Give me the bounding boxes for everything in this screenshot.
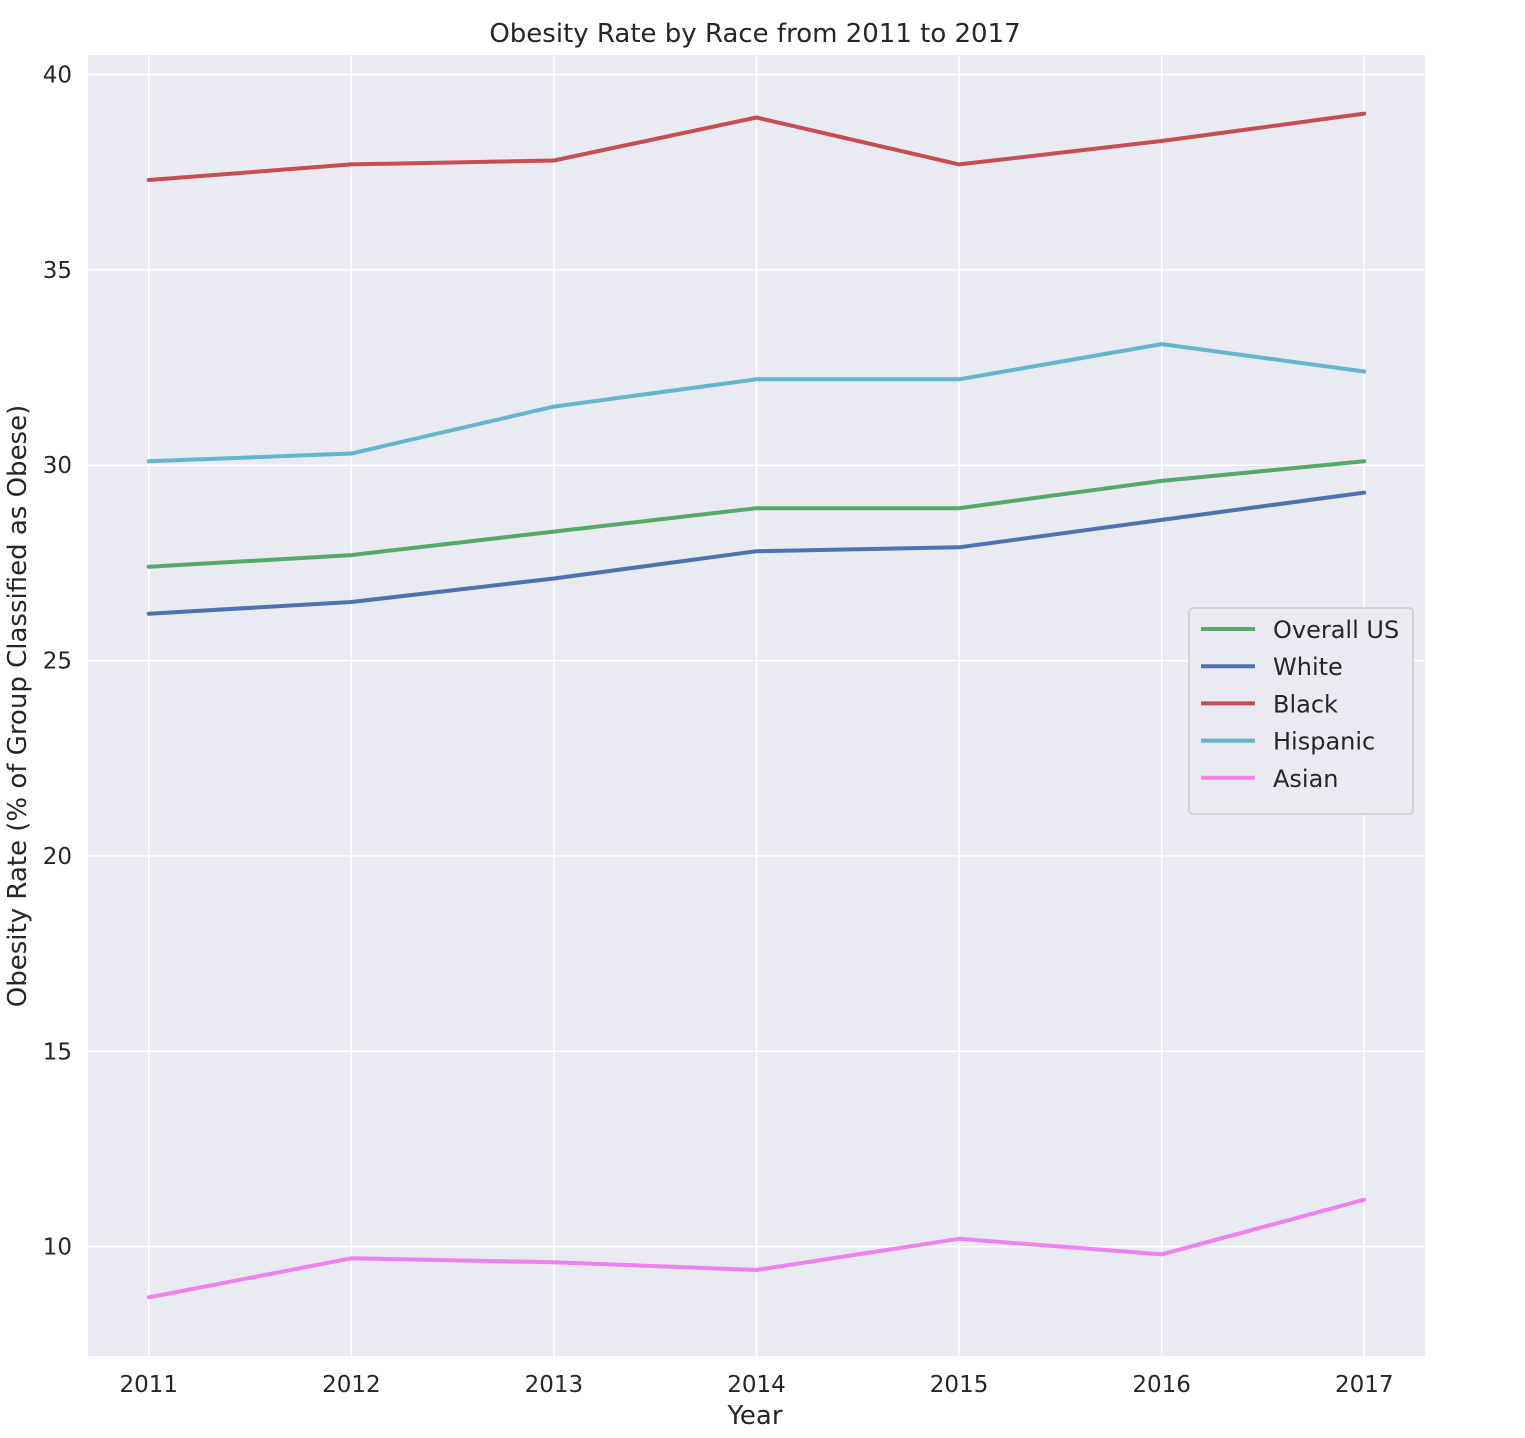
- legend-box: [1188, 607, 1414, 815]
- y-tick-label: 35: [43, 258, 72, 284]
- y-tick-label: 20: [43, 844, 72, 870]
- y-axis-title: Obesity Rate (% of Group Classified as O…: [3, 405, 33, 1007]
- series-line-black: [146, 111, 1367, 182]
- legend-label: White: [1273, 653, 1343, 681]
- y-tick-label: 30: [43, 453, 72, 479]
- legend-label: Asian: [1273, 765, 1339, 793]
- x-tick-label: 2011: [119, 1372, 178, 1398]
- x-tick-labels: 2011 2012 2013 2014 2015 2016 2017: [119, 1372, 1393, 1398]
- x-tick-label: 2015: [930, 1372, 989, 1398]
- x-tick-label: 2016: [1132, 1372, 1191, 1398]
- series-lines: [146, 111, 1367, 1300]
- y-tick-label: 40: [43, 63, 72, 89]
- x-tick-label: 2014: [727, 1372, 786, 1398]
- x-tick-label: 2017: [1335, 1372, 1394, 1398]
- legend-label: Hispanic: [1273, 728, 1375, 756]
- legend-label: Black: [1273, 690, 1338, 718]
- x-axis-title: Year: [726, 1401, 782, 1431]
- series-line-asian: [146, 1197, 1367, 1300]
- x-tick-label: 2012: [322, 1372, 381, 1398]
- x-tick-label: 2013: [525, 1372, 584, 1398]
- y-tick-label: 25: [43, 649, 72, 675]
- series-line-hispanic: [146, 342, 1367, 464]
- legend-label: Overall US: [1273, 616, 1399, 644]
- y-tick-label: 10: [43, 1235, 72, 1261]
- legend: Overall US White Black Hispanic Asian: [1188, 607, 1414, 815]
- chart-title: Obesity Rate by Race from 2011 to 2017: [489, 19, 1020, 49]
- y-tick-label: 15: [43, 1039, 72, 1065]
- series-line-white: [146, 490, 1367, 616]
- y-tick-labels: 10 15 20 25 30 35 40: [43, 63, 72, 1261]
